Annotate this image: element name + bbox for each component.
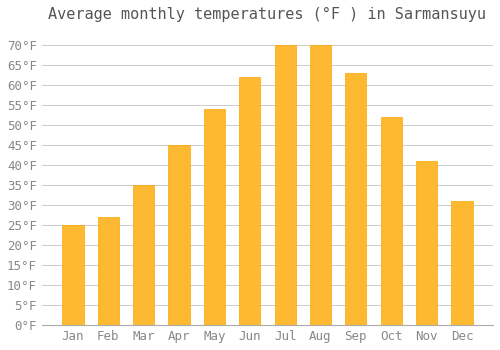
Bar xyxy=(310,45,331,325)
Bar xyxy=(380,117,402,325)
Bar xyxy=(239,77,260,325)
Bar xyxy=(452,201,472,325)
Bar xyxy=(345,73,366,325)
Bar xyxy=(204,109,225,325)
Bar xyxy=(133,185,154,325)
Bar xyxy=(168,145,190,325)
Bar xyxy=(98,217,119,325)
Bar xyxy=(416,161,437,325)
Bar xyxy=(274,45,295,325)
Bar xyxy=(62,225,84,325)
Title: Average monthly temperatures (°F ) in Sarmansuyu: Average monthly temperatures (°F ) in Sa… xyxy=(48,7,486,22)
